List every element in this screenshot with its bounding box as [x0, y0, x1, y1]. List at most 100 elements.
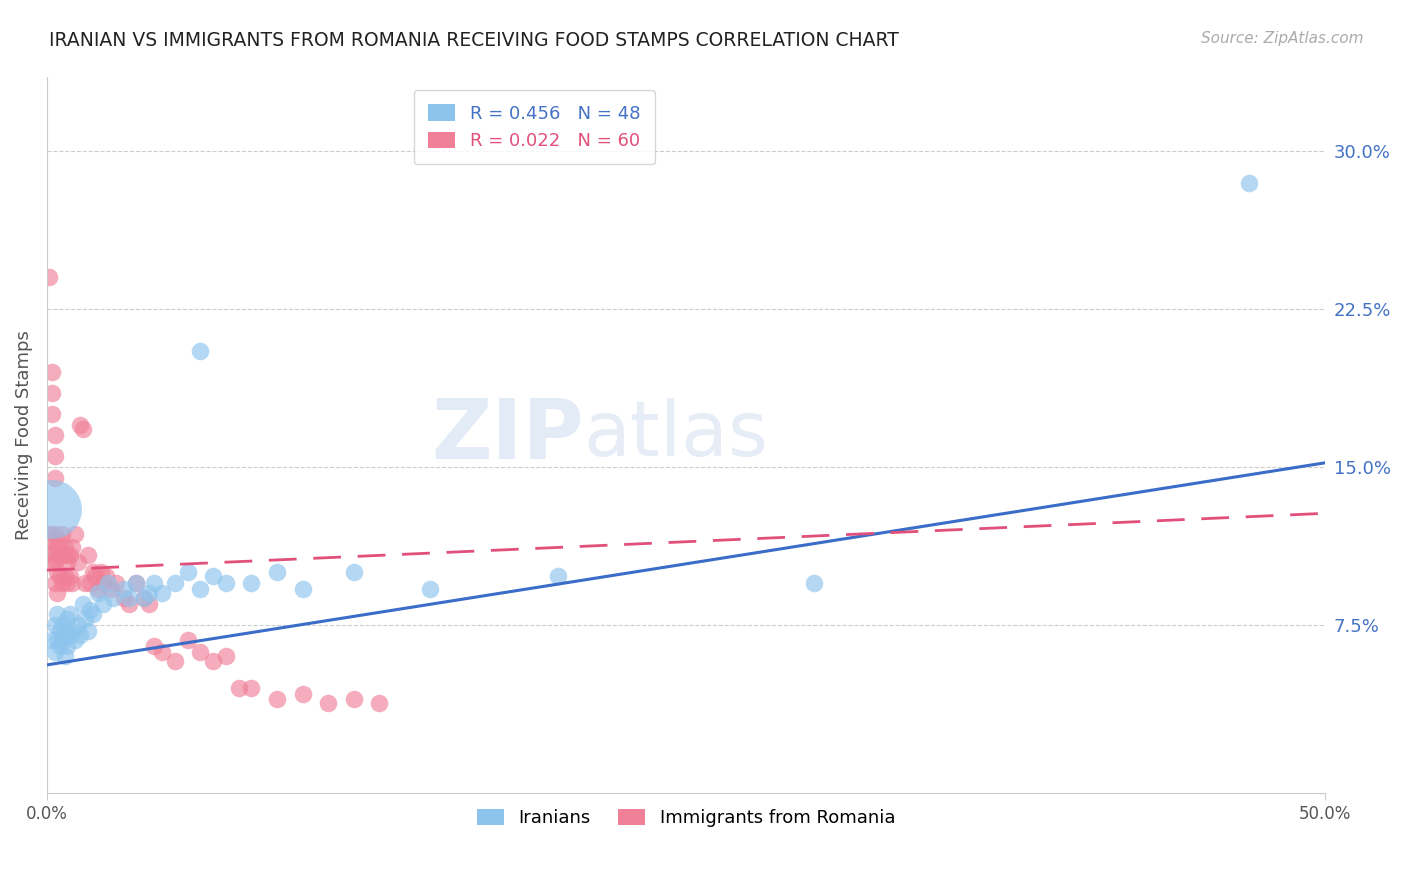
Point [56, 611, 79, 625]
Point [343, 691, 366, 706]
Point [76, 549, 98, 563]
Point [56, 575, 79, 590]
Point [132, 591, 155, 605]
Point [62, 624, 84, 639]
Point [51, 618, 73, 632]
Point [215, 649, 238, 664]
Point [63, 632, 86, 647]
Text: atlas: atlas [583, 399, 769, 473]
Point [44, 645, 66, 659]
Point [44, 428, 66, 442]
Text: IRANIAN VS IMMIGRANTS FROM ROMANIA RECEIVING FOOD STAMPS CORRELATION CHART: IRANIAN VS IMMIGRANTS FROM ROMANIA RECEI… [49, 31, 898, 50]
Point [41, 365, 63, 379]
Point [59, 628, 82, 642]
Point [41, 408, 63, 422]
Point [69, 417, 91, 432]
Point [62, 540, 84, 554]
Point [63, 527, 86, 541]
Point [56, 555, 79, 569]
Point [125, 575, 148, 590]
Point [228, 681, 250, 695]
Text: Source: ZipAtlas.com: Source: ZipAtlas.com [1201, 31, 1364, 46]
Point [118, 597, 141, 611]
Point [48, 549, 70, 563]
Point [291, 687, 314, 701]
Point [79, 603, 101, 617]
Point [215, 575, 238, 590]
Point [343, 566, 366, 580]
Text: ZIP: ZIP [432, 395, 583, 476]
Point [104, 575, 127, 590]
Point [53, 649, 76, 664]
Point [41, 632, 63, 647]
Point [87, 586, 110, 600]
Point [84, 569, 107, 583]
Point [51, 632, 73, 647]
Point [48, 639, 70, 653]
Point [44, 527, 66, 541]
Point [188, 344, 211, 359]
Point [53, 569, 76, 583]
Point [91, 575, 114, 590]
Point [44, 618, 66, 632]
Point [103, 591, 125, 605]
Point [75, 611, 97, 625]
Point [150, 586, 173, 600]
Point [202, 654, 225, 668]
Point [188, 645, 211, 659]
Point [79, 575, 101, 590]
Point [547, 569, 569, 583]
Point [188, 582, 211, 596]
Point [143, 575, 166, 590]
Point [53, 540, 76, 554]
Point [44, 450, 66, 464]
Point [51, 575, 73, 590]
Point [48, 624, 70, 639]
Point [138, 586, 160, 600]
Point [44, 555, 66, 569]
Point [51, 527, 73, 541]
Point [91, 597, 114, 611]
Point [75, 575, 97, 590]
Point [163, 575, 186, 590]
Point [82, 607, 104, 622]
Point [176, 566, 198, 580]
Point [94, 569, 117, 583]
Point [56, 549, 79, 563]
Point [59, 607, 82, 622]
Point [419, 582, 441, 596]
Point [125, 575, 148, 590]
Point [72, 597, 94, 611]
Point [66, 555, 89, 569]
Point [56, 639, 79, 653]
Point [150, 645, 173, 659]
Point [90, 566, 112, 580]
Point [66, 618, 89, 632]
Point [41, 502, 63, 516]
Point [62, 575, 84, 590]
Y-axis label: Receiving Food Stamps: Receiving Food Stamps [15, 330, 32, 541]
Point [100, 582, 122, 596]
Point [266, 691, 288, 706]
Point [97, 575, 120, 590]
Point [118, 591, 141, 605]
Point [51, 549, 73, 563]
Point [41, 533, 63, 548]
Point [59, 569, 82, 583]
Point [87, 582, 110, 596]
Point [202, 569, 225, 583]
Point [38, 270, 60, 285]
Point [38, 544, 60, 558]
Point [41, 555, 63, 569]
Point [1237, 176, 1260, 190]
Point [59, 549, 82, 563]
Point [46, 586, 69, 600]
Point [138, 597, 160, 611]
Point [82, 566, 104, 580]
Point [48, 533, 70, 548]
Point [176, 632, 198, 647]
Point [143, 639, 166, 653]
Point [69, 628, 91, 642]
Point [46, 566, 69, 580]
Point [46, 632, 69, 647]
